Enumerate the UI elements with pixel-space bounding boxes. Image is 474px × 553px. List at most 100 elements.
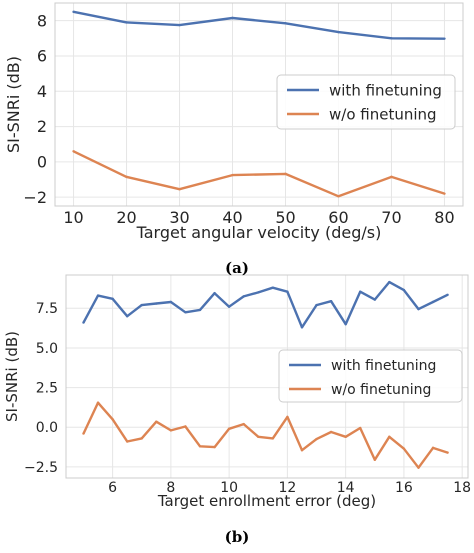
series-line-without-finetuning [82,401,448,469]
data-point [184,311,187,314]
y-tick-label: 8 [37,11,47,30]
data-point [431,300,435,304]
x-tick-label: 60 [328,208,348,227]
data-point [388,280,391,284]
data-point [213,292,216,295]
x-tick-label: 40 [222,208,242,227]
data-point [315,437,318,441]
x-tick-label: 16 [395,480,413,496]
data-point [271,437,275,440]
x-tick-label: 8 [166,480,175,496]
data-point [286,415,289,419]
y-axis-label: SI-SNRi (dB) [4,56,23,153]
y-tick-label: 5.0 [36,341,58,357]
data-point [257,291,260,294]
x-tick-label: 6 [108,480,117,496]
data-point [72,10,75,14]
data-point [359,426,362,430]
data-point [72,150,75,153]
data-point [82,321,85,324]
data-point [213,445,216,449]
data-point [337,30,340,34]
data-point [337,195,340,198]
x-axis-label: Target enrollment error (deg) [157,492,376,510]
data-point [284,172,287,176]
series-line-without-finetuning [72,150,445,198]
data-point [300,326,304,329]
y-tick-label: 4 [37,82,47,101]
data-point [242,422,245,426]
x-tick-label: 18 [453,480,471,496]
data-point [198,308,202,312]
data-point [96,401,100,404]
series-line-with-finetuning [82,280,449,329]
legend-box [276,74,456,130]
legend-label: w/o finetuning [331,382,431,398]
x-tick-label: 30 [169,208,189,227]
data-point [417,307,420,311]
x-tick-label: 10 [63,208,83,227]
data-point [373,298,376,301]
data-point [231,173,234,177]
data-point [329,299,333,303]
data-point [373,458,376,461]
data-point [227,427,231,431]
data-point [231,16,234,20]
data-point [178,23,181,27]
data-point [227,305,231,308]
x-tick-label: 14 [337,480,355,496]
data-point [284,22,287,25]
data-point [271,286,275,289]
y-tick-label: 6 [37,47,47,66]
data-point [82,432,85,435]
data-point [111,418,114,421]
data-point [111,297,114,300]
legend-label: with finetuning [331,358,436,374]
data-point [446,451,449,454]
data-point [125,440,129,443]
data-point [125,21,128,24]
data-point [402,447,406,450]
x-axis-label: Target angular velocity (deg/s) [136,223,382,242]
x-tick-label: 20 [116,208,136,227]
chart-a-velocity: 10 20 30 40 50 60 70 80 −2 0 2 4 6 8 Target angular ve… [4,2,464,242]
x-tick-label: 10 [220,480,238,496]
data-point [169,300,173,304]
data-point [198,445,202,448]
legend-box [278,349,463,403]
data-point [125,175,128,179]
x-tick-label: 12 [278,480,296,496]
y-tick-label: 7.5 [36,301,58,317]
data-point [344,322,347,326]
data-point [329,430,333,434]
x-tick-label: 70 [381,208,401,227]
data-point [155,302,158,305]
series-line-with-finetuning [73,10,445,40]
plot-frame [54,2,464,207]
legend-label: with finetuning [329,81,442,99]
legend-label: w/o finetuning [329,105,437,123]
y-tick-label: 2 [37,117,47,136]
caption-b: (b) [224,528,250,546]
data-point [446,293,449,297]
data-point [402,288,406,292]
data-point [140,303,143,307]
data-point [390,175,393,179]
x-tick-label: 50 [275,208,295,227]
data-point [390,37,393,40]
data-point [315,303,318,307]
data-point [388,435,391,438]
data-point [125,315,129,318]
data-point [443,192,446,195]
data-point [140,437,143,440]
y-axis-label: SI-SNRi (dB) [3,331,21,422]
data-point [178,188,181,191]
y-tick-label: 2.5 [36,381,58,397]
data-point [169,429,173,432]
x-tick-label: 80 [434,208,454,227]
data-point [344,435,347,438]
data-point [184,425,187,428]
data-point [155,420,158,423]
chart-b-enrollment-error: 6 8 10 12 14 16 18 −2.5 0.0 2.5 5.0 7.5 Target enrol… [3,274,471,510]
